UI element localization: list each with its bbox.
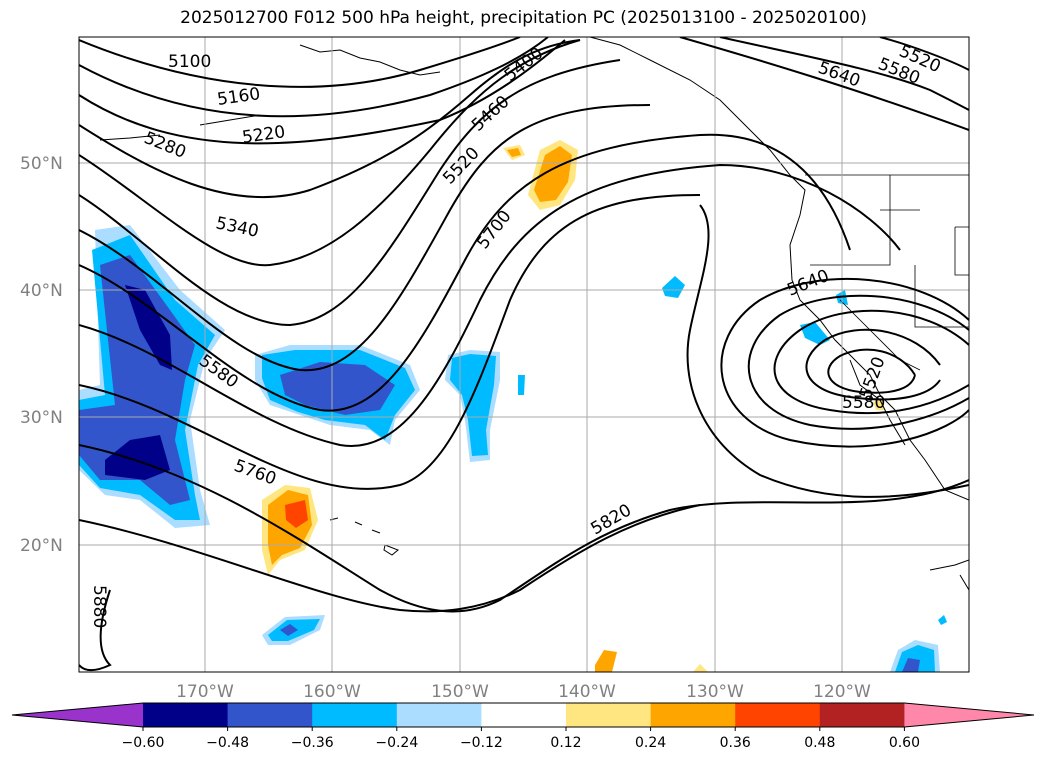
- precip-area: [105, 435, 170, 480]
- precip-area: [280, 362, 395, 415]
- colorbar-segment: [312, 703, 398, 727]
- low-ring-3: [773, 309, 969, 415]
- border-states: [810, 175, 969, 371]
- height-contours: [79, 37, 969, 672]
- contour-5400: [79, 59, 621, 327]
- lon-label: 140°W: [558, 682, 616, 702]
- precip-area: [938, 615, 947, 625]
- precip-area: [450, 354, 496, 456]
- precip-area: [507, 148, 521, 157]
- precip-area: [125, 285, 172, 370]
- contour-5220: [79, 39, 566, 145]
- colorbar-tick-label: −0.48: [206, 735, 249, 751]
- lat-label: 50°N: [20, 154, 63, 174]
- precip-area: [800, 322, 830, 345]
- colorbar-tick-label: −0.12: [460, 735, 503, 751]
- lat-label: 20°N: [20, 536, 63, 556]
- contour-5580: [79, 163, 901, 447]
- coastline-north-america: [589, 37, 969, 501]
- low-ring-5: [827, 348, 916, 394]
- precip-area: [280, 624, 298, 636]
- precip-area: [662, 276, 685, 298]
- lon-axis-labels: 170°W 160°W 150°W 140°W 130°W 120°W: [176, 682, 871, 702]
- contour-5640-east: [679, 37, 969, 131]
- contour-label: 5880: [89, 585, 109, 628]
- precip-area: [79, 255, 195, 505]
- colorbar-segment: [650, 703, 736, 727]
- map-frame: [78, 36, 970, 673]
- precip-area: [595, 650, 617, 672]
- contour-5880: [79, 589, 112, 672]
- contour-label: 5100: [168, 52, 211, 72]
- lon-label: 120°W: [813, 682, 871, 702]
- contour-5100: [79, 37, 521, 88]
- contour-5520: [79, 133, 851, 412]
- lat-axis-labels: 50°N 40°N 30°N 20°N: [20, 154, 63, 556]
- low-ring-2: [747, 294, 969, 430]
- lon-label: 150°W: [431, 682, 489, 702]
- precip-area: [873, 398, 885, 410]
- map-title: 2025012700 F012 500 hPa height, precipit…: [180, 8, 867, 28]
- coastlines: [99, 37, 969, 591]
- contour-5460: [79, 104, 651, 372]
- low-ring-1: [720, 278, 969, 448]
- colorbar-tick-label: 0.24: [635, 735, 666, 751]
- precip-area: [693, 664, 708, 672]
- colorbar-segment: [143, 703, 229, 727]
- colorbar-segment: [566, 703, 652, 727]
- east-ridge: [686, 204, 969, 498]
- colorbar-tick-label: 0.36: [720, 735, 751, 751]
- low-ring-4: [805, 328, 941, 401]
- colorbar-extend-high: [904, 703, 1034, 727]
- colorbar-tick-label: 0.12: [550, 735, 581, 751]
- contour-label: 5580: [842, 393, 885, 413]
- precip-area: [534, 146, 572, 202]
- contour-5340: [79, 39, 581, 267]
- colorbar-segment: [735, 703, 821, 727]
- colorbar: −0.60 −0.48 −0.36 −0.24 −0.12 0.12 0.24 0.36 0.4…: [11, 702, 1035, 751]
- colorbar-tick-label: 0.48: [804, 735, 835, 751]
- contour-5520-east: [879, 37, 969, 71]
- lat-label: 30°N: [20, 408, 63, 428]
- contour-5760: [79, 444, 969, 613]
- contour-5580-east: [719, 37, 969, 111]
- precip-area: [902, 658, 920, 672]
- precip-area: [518, 375, 525, 395]
- contour-5820: [79, 504, 701, 613]
- precip-area: [285, 500, 308, 528]
- colorbar-tick-label: −0.60: [122, 735, 165, 751]
- lon-label: 160°W: [303, 682, 361, 702]
- colorbar-segment: [396, 703, 482, 727]
- contour-5700: [79, 194, 701, 490]
- colorbar-segment: [481, 703, 567, 727]
- lon-label: 170°W: [176, 682, 234, 702]
- lat-label: 40°N: [20, 281, 63, 301]
- coastline-hawaii: [329, 517, 399, 556]
- colorbar-segment: [227, 703, 313, 727]
- contour-5280: [79, 39, 581, 199]
- gridlines: [79, 37, 969, 672]
- colorbar-tick-label: −0.24: [375, 735, 418, 751]
- borders: [805, 174, 969, 371]
- coastline-mexico-south: [929, 559, 969, 591]
- colorbar-segment: [819, 703, 905, 727]
- colorbar-extend-low: [12, 703, 143, 727]
- map-panel: 5100 5160 5220 5280 5340 5400 5460 5520 …: [79, 37, 969, 672]
- colorbar-tick-label: −0.36: [291, 735, 334, 751]
- lon-label: 130°W: [686, 682, 744, 702]
- coastline-alaska-islands: [99, 44, 441, 141]
- border-states-2: [954, 226, 969, 276]
- contour-5160: [79, 37, 549, 118]
- colorbar-tick-label: 0.60: [889, 735, 920, 751]
